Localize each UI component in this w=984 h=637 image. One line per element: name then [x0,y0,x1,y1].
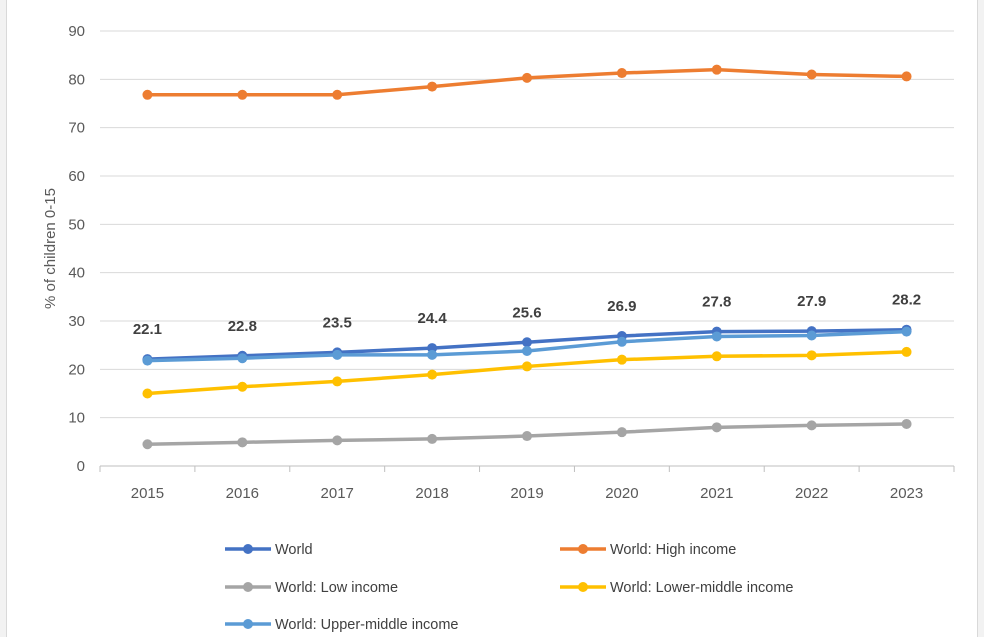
data-label: 26.9 [607,298,636,315]
legend-label: World [275,542,313,558]
data-label: 24.4 [418,310,448,327]
data-point [711,422,722,433]
y-axis-title: % of children 0-15 [42,188,59,309]
x-tick-label: 2022 [795,485,828,502]
data-point [332,349,343,360]
y-tick-label: 80 [68,71,85,88]
x-tick-label: 2017 [321,485,354,502]
data-label: 27.9 [797,293,826,310]
data-point [427,349,438,360]
legend-swatch-marker [243,544,253,554]
data-point [332,435,343,446]
data-point [332,89,343,100]
data-label: 28.2 [892,292,921,309]
data-label: 22.8 [228,318,257,335]
x-tick-label: 2015 [131,485,164,502]
x-tick-label: 2016 [226,485,259,502]
y-tick-label: 20 [68,361,85,378]
y-tick-label: 50 [68,216,85,233]
data-point [901,346,912,357]
data-point [427,433,438,444]
data-label: 25.6 [512,304,541,321]
legend-swatch-marker [243,582,253,592]
data-point [901,326,912,337]
data-point [427,81,438,92]
legend-swatch-marker [243,619,253,629]
y-tick-label: 10 [68,410,85,427]
y-tick-label: 60 [68,168,85,185]
data-point [711,331,722,342]
x-tick-label: 2020 [605,485,638,502]
data-point [901,418,912,429]
y-tick-label: 0 [77,458,85,475]
data-point [142,355,153,366]
data-point [522,345,532,356]
data-point [237,381,248,392]
data-point [901,71,912,82]
y-tick-label: 40 [68,265,85,282]
data-point [332,376,343,387]
legend-label: World: Low income [275,580,398,596]
data-point [806,420,817,431]
legend-swatch-marker [578,582,588,592]
data-point [142,89,153,100]
data-point [237,437,248,448]
data-point [806,330,817,341]
data-point [806,350,817,361]
legend-swatch-marker [578,544,588,554]
data-point [142,388,153,399]
data-point [237,89,248,100]
data-label: 27.8 [702,294,731,311]
x-tick-label: 2019 [510,485,543,502]
data-point [806,69,817,80]
y-tick-label: 30 [68,313,85,330]
data-point [522,361,532,372]
legend-label: World: Upper-middle income [275,617,458,633]
y-tick-label: 70 [68,120,85,137]
x-tick-label: 2018 [415,485,448,502]
y-tick-label: 90 [68,23,85,40]
data-label: 23.5 [323,314,352,331]
data-point [616,427,627,438]
data-point [427,369,438,380]
data-point [616,354,627,365]
data-point [711,64,722,75]
line-chart: 0 10 20 30 40 50 60 70 80 90 2015 2016 2017 2018 2019 2… [42,23,955,633]
legend-label: World: High income [610,542,736,558]
data-point [616,68,627,79]
data-point [522,337,532,348]
chart-panel: 0 10 20 30 40 50 60 70 80 90 2015 2016 2017 2018 2019 2… [6,0,978,637]
x-tick-label: 2023 [890,485,923,502]
data-point [522,72,532,83]
data-point [237,353,248,364]
data-point [142,439,153,450]
x-tick-label: 2021 [700,485,733,502]
legend-label: World: Lower-middle income [610,580,793,596]
data-point [616,336,627,347]
data-point [711,351,722,362]
data-label: 22.1 [133,321,162,338]
data-point [522,431,532,442]
